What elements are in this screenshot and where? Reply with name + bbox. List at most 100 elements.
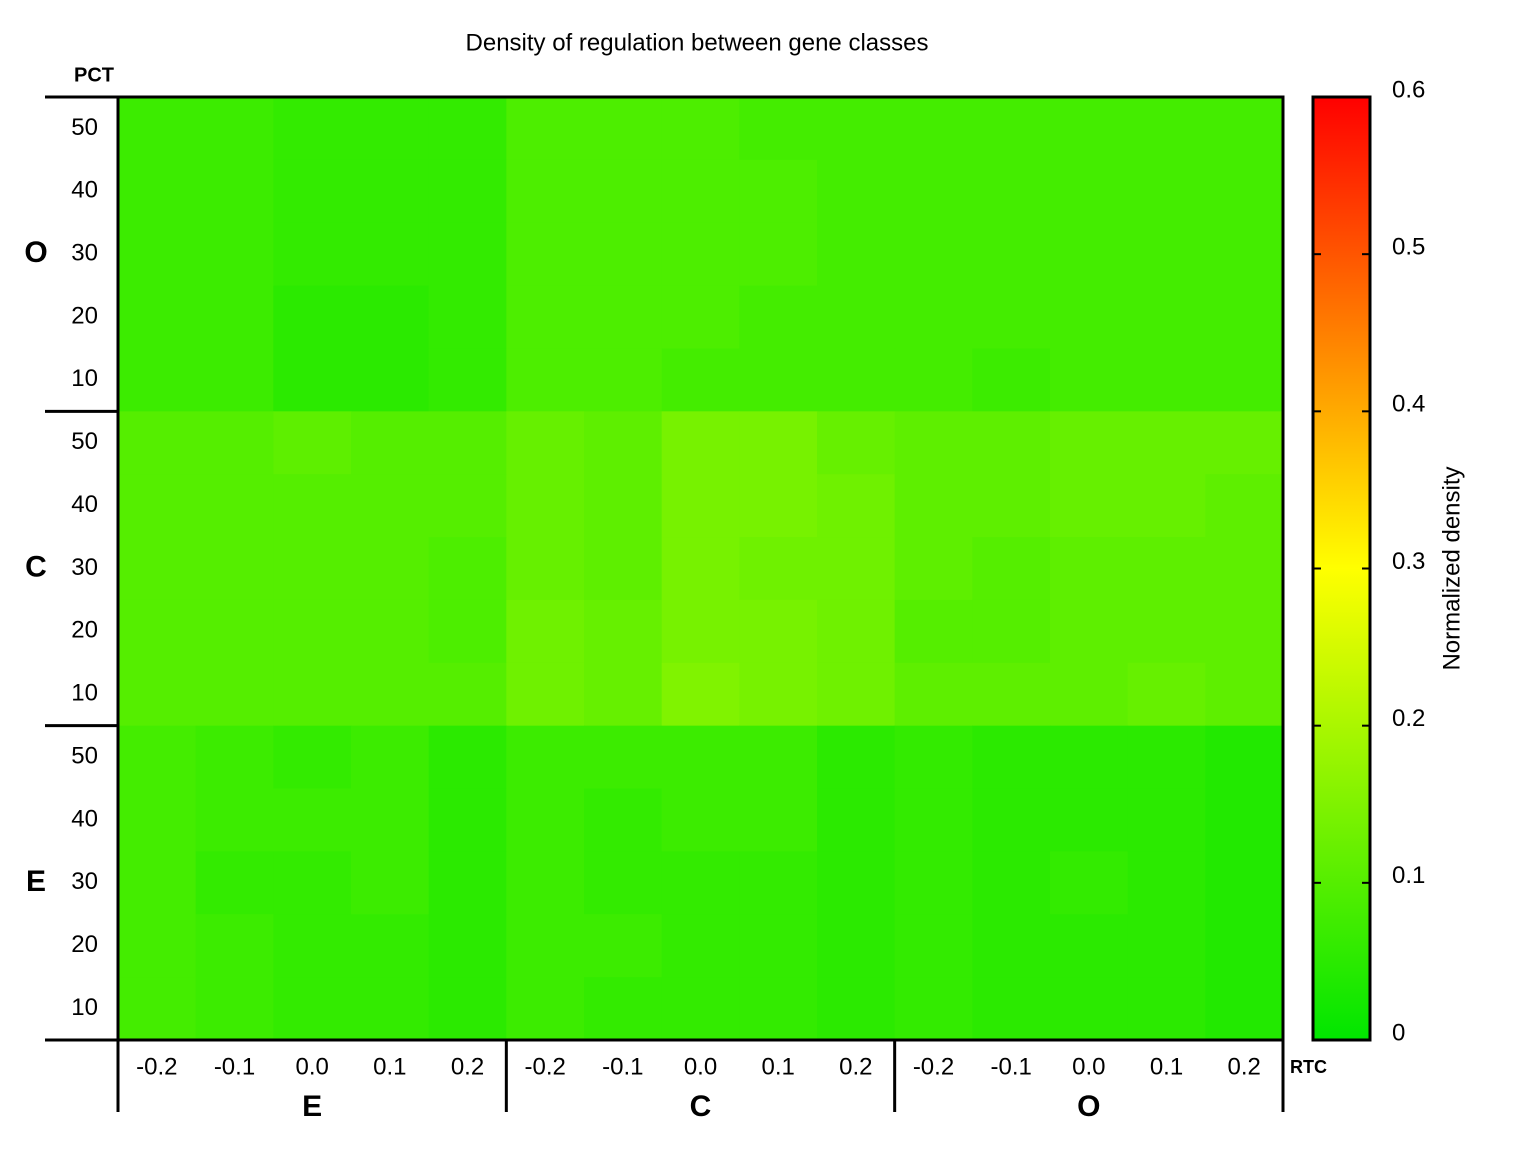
heatmap-cell [1050,725,1129,790]
heatmap-cell [506,474,585,538]
heatmap-cell [1205,725,1284,790]
heatmap-cell [661,285,740,349]
heatmap-cell [1127,285,1206,349]
heatmap-cell [1205,914,1284,978]
colorbar-tick-label: 0.1 [1392,862,1425,889]
heatmap-cell [351,285,430,349]
heatmap-cell [351,474,430,538]
heatmap-cell [428,474,507,538]
heatmap-cell [195,285,274,349]
heatmap-cell [428,851,507,915]
heatmap-cell [118,788,197,852]
x-group-label: E [302,1090,322,1123]
heatmap-cell [972,222,1051,287]
heatmap-cell [1050,851,1129,915]
heatmap-cell [273,662,352,727]
y-tick-label: 20 [71,931,98,958]
plot-frame [116,95,1285,1042]
heatmap-cell [428,285,507,349]
heatmap-cell [661,851,740,915]
heatmap-cell [273,159,352,224]
heatmap-cell [273,411,352,475]
heatmap-cell [661,977,740,1041]
heatmap-cell [739,97,818,161]
heatmap-cell [195,159,274,224]
heatmap-cell [428,411,507,475]
heatmap-cell [661,411,740,475]
heatmap-cell [894,348,973,412]
colorbar-tick-label: 0.6 [1392,76,1425,103]
y-tick-label: 20 [71,302,98,329]
x-tick-label: 0.2 [1227,1053,1260,1080]
heatmap-cell [428,977,507,1041]
heatmap-cell [428,537,507,601]
heatmap-cell [1127,725,1206,790]
x-group-label: C [690,1090,712,1123]
y-tick-label: 10 [71,994,98,1021]
heatmap-cell [817,411,896,475]
heatmap-cell [972,599,1051,664]
heatmap-cell [506,851,585,915]
heatmap-cell [506,285,585,349]
heatmap-cell [195,788,274,852]
heatmap-cell [661,788,740,852]
x-tick-label: 0.1 [373,1053,406,1080]
heatmap-cell [118,977,197,1041]
colorbar-tick-label: 0.4 [1392,391,1425,418]
heatmap-cell [894,977,973,1041]
heatmap-cell [972,788,1051,852]
heatmap-cell [894,851,973,915]
heatmap-cell [584,725,663,790]
heatmap-cell [118,662,197,727]
heatmap-cell [1205,97,1284,161]
heatmap-cell [273,474,352,538]
heatmap-cell [817,474,896,538]
heatmap-cell [817,725,896,790]
colorbar-tick-label: 0.5 [1392,234,1425,261]
heatmap-cell [195,914,274,978]
heatmap-cell [894,662,973,727]
heatmap-cell [739,348,818,412]
heatmap-cell [661,222,740,287]
heatmap-cell [1127,914,1206,978]
heatmap-cell [584,285,663,349]
heatmap-cell [894,97,973,161]
heatmap-cell [1127,348,1206,412]
heatmap-cell [661,97,740,161]
heatmap-cell [1205,285,1284,349]
heatmap-cell [739,914,818,978]
heatmap-cell [972,725,1051,790]
y-tick-label: 50 [71,114,98,141]
heatmap-cell [661,725,740,790]
heatmap-cell [273,851,352,915]
heatmap-cell [1127,851,1206,915]
x-tick-label: -0.2 [136,1053,177,1080]
heatmap-cell [894,788,973,852]
heatmap-cell [1205,348,1284,412]
heatmap-cell [972,97,1051,161]
heatmap-cell [1205,662,1284,727]
heatmap-cell [195,348,274,412]
heatmap-cell [1050,977,1129,1041]
heatmap-cell [972,851,1051,915]
heatmap-cell [894,599,973,664]
heatmap-cell [428,599,507,664]
heatmap-cell [1050,474,1129,538]
heatmap-cell [118,851,197,915]
heatmap-cell [506,222,585,287]
heatmap-cell [1050,914,1129,978]
x-group-label: O [1077,1090,1100,1123]
heatmap-cell [428,222,507,287]
x-tick-label: 0.0 [1072,1053,1105,1080]
heatmap-cell [428,97,507,161]
heatmap-cell [661,662,740,727]
heatmap-cell [894,159,973,224]
heatmap-cell [351,537,430,601]
y-group-label: E [26,865,46,898]
heatmap-cell [118,914,197,978]
y-tick-label: 40 [71,491,98,518]
heatmap-cell [739,474,818,538]
heatmap-cell [1127,599,1206,664]
heatmap-cell [1050,222,1129,287]
heatmap-cell [273,788,352,852]
